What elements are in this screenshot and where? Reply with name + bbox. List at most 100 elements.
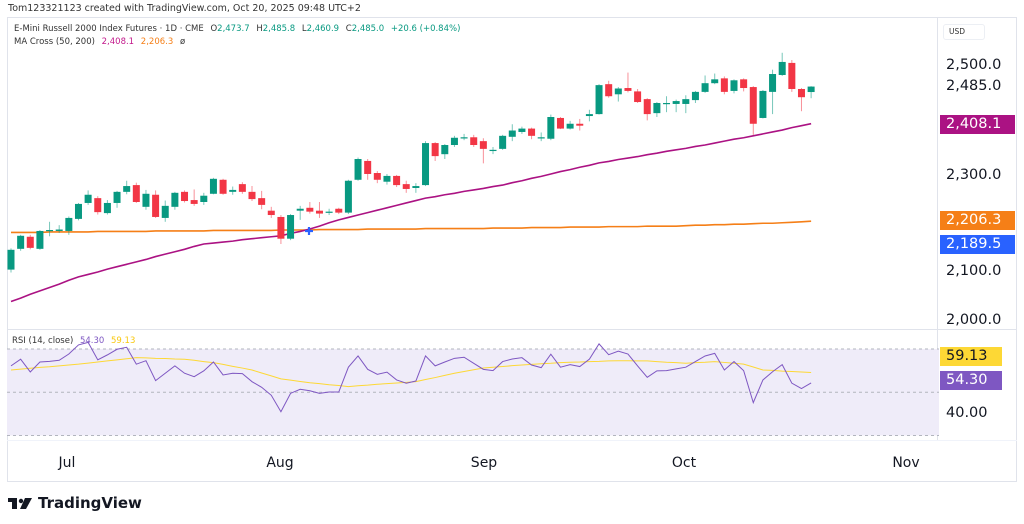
candle-body — [499, 135, 507, 149]
price-tick: 2,300.0 — [946, 167, 1002, 183]
candle-body — [624, 88, 632, 91]
candle-body — [142, 193, 150, 207]
price-tick: 2,000.0 — [946, 312, 1002, 328]
candle-body — [248, 191, 256, 200]
rsi-tick: 40.00 — [946, 405, 988, 421]
candle-body — [17, 235, 25, 249]
candle-body — [556, 117, 564, 129]
high-label: H — [256, 24, 263, 34]
ma200-line — [11, 220, 812, 234]
candle-body — [691, 91, 699, 101]
candle-body — [614, 88, 622, 95]
candle-body — [605, 84, 613, 97]
chart-frame — [7, 17, 1017, 482]
last-price-label: 2,485.0 — [946, 78, 1002, 94]
candle-body — [277, 216, 285, 239]
candle-body — [393, 175, 401, 186]
rsi-ma-value: 59.13 — [111, 336, 136, 346]
candle-body — [653, 102, 661, 114]
candle-body — [749, 87, 757, 124]
currency-button[interactable]: USD — [943, 24, 985, 40]
candle-body — [171, 192, 179, 207]
candle-body — [682, 99, 690, 104]
close-value: 2,485.0 — [351, 24, 385, 34]
candle-body — [267, 210, 275, 216]
candle-body — [730, 80, 738, 91]
candle-body — [103, 202, 111, 214]
open-label: O — [210, 24, 218, 34]
candle-body — [65, 217, 73, 231]
candle-body — [383, 175, 391, 182]
high-value: 2,485.8 — [262, 24, 296, 34]
symbol-title[interactable]: E-Mini Russell 2000 Index Futures · 1D ·… — [14, 24, 204, 34]
candle-body — [518, 128, 526, 132]
change-value: +20.6 (+0.84%) — [390, 24, 461, 34]
rsi-title[interactable]: RSI (14, close) — [12, 336, 74, 346]
candle-body — [287, 215, 295, 239]
candle-body — [113, 191, 121, 203]
candle-body — [711, 79, 719, 84]
candle-body — [344, 180, 352, 213]
brand-name: TradingView — [38, 494, 142, 512]
time-label-sep: Sep — [470, 455, 498, 471]
rsi-line — [10, 341, 812, 413]
candle-body — [74, 203, 82, 219]
ma-title[interactable]: MA Cross (50, 200) — [14, 37, 95, 47]
candle-body — [663, 102, 671, 105]
candle-body — [720, 78, 728, 92]
candle-body — [701, 83, 709, 92]
candle-body — [595, 85, 603, 115]
chart-credit: Tom123321123 created with TradingView.co… — [8, 3, 361, 14]
ma200-value: 2,206.3 — [140, 37, 174, 47]
ma200-price-badge: 2,206.3 — [940, 211, 1015, 230]
time-label-jul: Jul — [58, 455, 76, 471]
tradingview-logo[interactable]: TradingView — [8, 494, 142, 512]
candle-body — [258, 198, 266, 205]
candle-body — [364, 160, 372, 174]
rsi-badge: 54.30 — [940, 371, 1002, 390]
candle-body — [84, 194, 92, 203]
golden-cross-marker-icon — [305, 227, 313, 235]
candle-body — [672, 101, 680, 104]
candle-body — [479, 141, 487, 149]
price-tick: 2,500.0 — [946, 57, 1002, 73]
candle-body — [36, 230, 44, 249]
candle-body — [296, 208, 304, 211]
candle-body — [123, 186, 131, 192]
candle-body — [740, 79, 748, 89]
candle-body — [422, 143, 430, 186]
candle-body — [46, 230, 54, 232]
candle-body — [470, 137, 478, 146]
open-value: 2,473.7 — [217, 24, 250, 34]
candle-body — [26, 236, 34, 248]
candle-body — [566, 123, 574, 129]
rsi-legend: RSI (14, close) 54.30 59.13 — [12, 336, 135, 346]
candle-body — [315, 210, 323, 214]
candle-body — [759, 90, 767, 118]
cross-price-badge: 2,189.5 — [940, 235, 1015, 254]
symbol-legend: E-Mini Russell 2000 Index Futures · 1D ·… — [14, 24, 460, 34]
ma-legend: MA Cross (50, 200) 2,408.1 2,206.3 ø — [14, 37, 185, 47]
candle-body — [585, 114, 593, 117]
candle-body — [55, 229, 63, 231]
time-label-oct: Oct — [671, 455, 697, 471]
candle-body — [643, 99, 651, 115]
time-label-nov: Nov — [892, 455, 920, 471]
candle-body — [152, 194, 160, 217]
candle-body — [460, 137, 468, 139]
ma50-price-badge: 2,408.1 — [940, 115, 1015, 134]
candle-body — [354, 159, 362, 180]
candle-body — [576, 123, 584, 126]
candle-body — [200, 195, 208, 202]
candle-body — [508, 130, 516, 137]
candle-body — [634, 91, 642, 103]
candle-body — [431, 143, 439, 157]
rsi-ma-badge: 59.13 — [940, 347, 1002, 366]
candle-body — [219, 179, 227, 194]
tradingview-logo-icon — [8, 498, 32, 509]
candle-body — [537, 137, 545, 139]
pane-divider[interactable] — [7, 329, 1017, 330]
candle-body — [450, 137, 458, 146]
candle-body — [181, 191, 189, 202]
